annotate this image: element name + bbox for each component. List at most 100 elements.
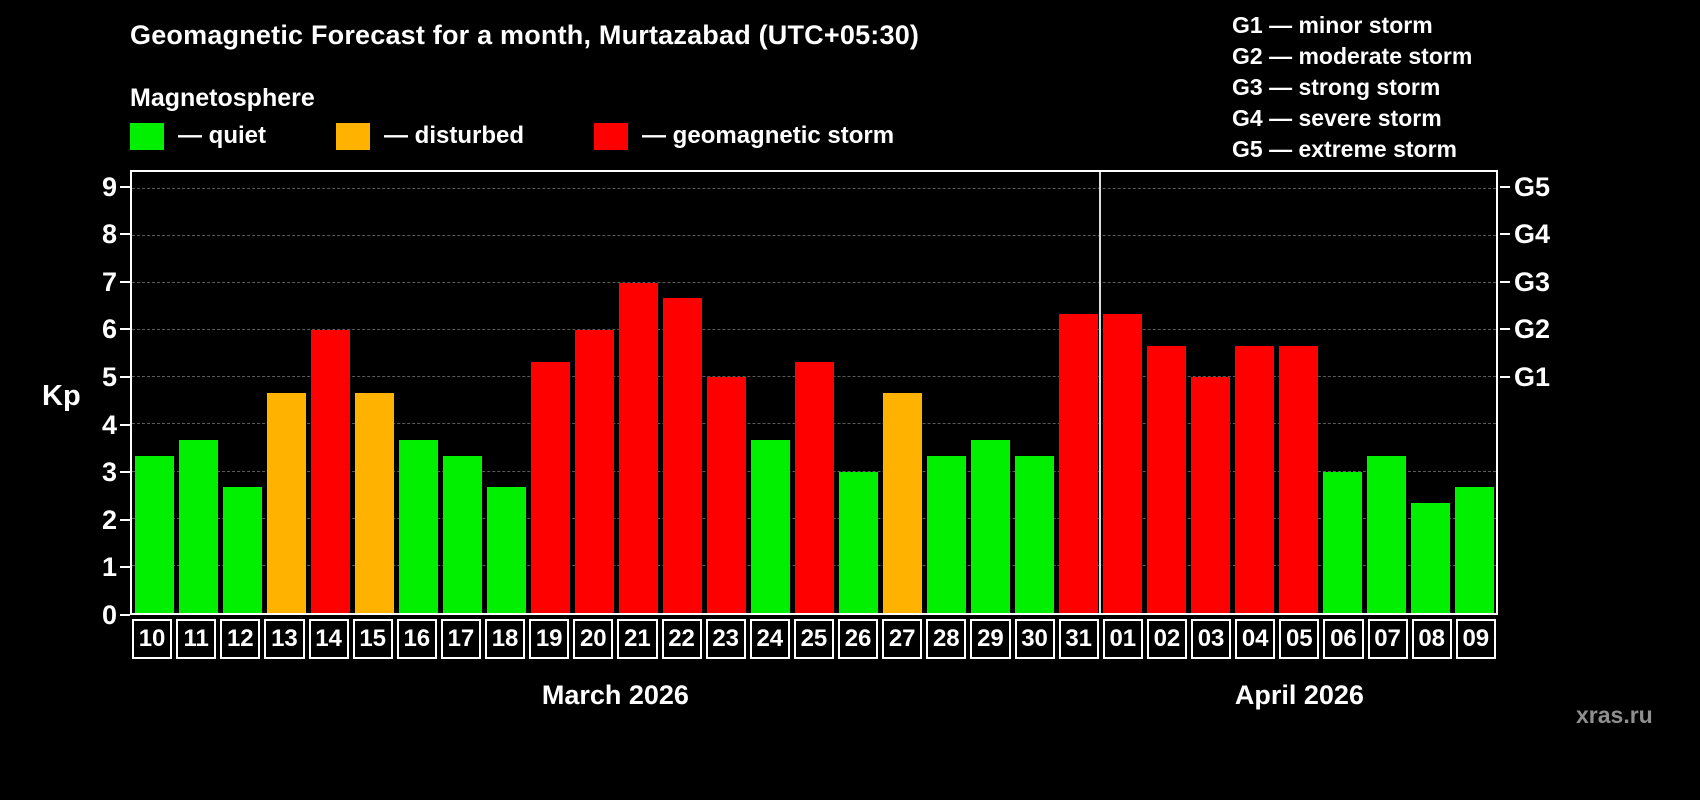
- kp-bar-day-24: [750, 439, 790, 613]
- day-cell-19: 19: [529, 619, 570, 659]
- day-cell-05: 05: [1279, 619, 1320, 659]
- bar-slot-23: [704, 172, 748, 613]
- kp-bar-day-27: [882, 392, 922, 613]
- right-axis-label-G1: G1: [1514, 362, 1551, 393]
- plot-area: [130, 170, 1498, 615]
- day-cell-09: 09: [1455, 619, 1496, 659]
- day-cell-27: 27: [882, 619, 923, 659]
- kp-status-legend: — quiet — disturbed — geomagnetic storm: [130, 122, 894, 150]
- bar-slot-28: [924, 172, 968, 613]
- bar-slot-20: [572, 172, 616, 613]
- kp-bar-day-19: [530, 361, 570, 613]
- y-axis-tick-label-1: 1: [101, 552, 117, 583]
- kp-bar-day-05: [1278, 345, 1318, 613]
- kp-bar-day-16: [398, 439, 438, 613]
- kp-bar-day-22: [662, 298, 702, 613]
- bar-slot-08: [1408, 172, 1452, 613]
- day-cell-21: 21: [617, 619, 658, 659]
- month-label-2: April 2026: [1234, 680, 1364, 710]
- bar-slot-02: [1144, 172, 1188, 613]
- legend-swatch-disturbed: [336, 122, 370, 150]
- gridline-kp-7: [132, 281, 1496, 283]
- legend-label-disturbed: — disturbed: [384, 122, 525, 149]
- y-axis-tick-label-7: 7: [101, 266, 117, 297]
- gridline-kp-6: [132, 329, 1496, 331]
- kp-bar-day-03: [1190, 377, 1230, 613]
- y-axis-tick-label-0: 0: [101, 600, 117, 630]
- kp-bar-day-23: [706, 377, 746, 613]
- bar-slot-17: [440, 172, 484, 613]
- kp-bar-day-14: [310, 330, 350, 613]
- kp-bar-day-01: [1102, 314, 1142, 613]
- g-scale-item-3: G3 — strong storm: [1232, 74, 1441, 100]
- kp-bar-day-02: [1146, 345, 1186, 613]
- kp-bar-day-18: [486, 487, 526, 613]
- legend-item-quiet: — quiet: [130, 122, 266, 150]
- right-axis-label-G5: G5: [1514, 171, 1551, 202]
- day-cell-24: 24: [749, 619, 790, 659]
- chart-title: Geomagnetic Forecast for a month, Murtaz…: [130, 20, 920, 50]
- day-cell-28: 28: [926, 619, 967, 659]
- bar-slot-09: [1452, 172, 1496, 613]
- kp-bar-day-08: [1410, 503, 1450, 613]
- y-axis-tickmark-2: [120, 518, 130, 521]
- bar-slot-10: [132, 172, 176, 613]
- day-cell-16: 16: [396, 619, 437, 659]
- kp-bar-day-31: [1058, 314, 1098, 613]
- bar-slot-16: [396, 172, 440, 613]
- y-axis-tick-label-4: 4: [101, 409, 117, 440]
- y-axis-tick-label-2: 2: [101, 504, 117, 535]
- right-axis-label-G4: G4: [1514, 219, 1551, 250]
- bar-slot-29: [968, 172, 1012, 613]
- kp-bar-day-26: [838, 471, 878, 613]
- day-cell-10: 10: [132, 619, 173, 659]
- right-axis-tickmark-G2: [1500, 328, 1510, 331]
- day-cell-30: 30: [1014, 619, 1055, 659]
- bar-slot-25: [792, 172, 836, 613]
- kp-bar-day-06: [1322, 471, 1362, 613]
- day-cell-12: 12: [220, 619, 261, 659]
- day-cell-31: 31: [1058, 619, 1099, 659]
- kp-bar-day-04: [1234, 345, 1274, 613]
- legend-swatch-quiet: [130, 122, 164, 150]
- x-axis-day-row: 10 11 12 13 14 15 16 17 18 19 20 21 22 23 24 25 26 27 28 29…: [130, 619, 1498, 659]
- legend-swatch-storm: [594, 122, 629, 150]
- day-cell-14: 14: [308, 619, 349, 659]
- day-cell-18: 18: [485, 619, 526, 659]
- bar-slot-27: [880, 172, 924, 613]
- day-cell-04: 04: [1235, 619, 1276, 659]
- y-axis-tickmark-9: [120, 185, 130, 188]
- day-cell-25: 25: [793, 619, 834, 659]
- kp-bar-day-30: [1014, 455, 1054, 613]
- bar-slot-06: [1320, 172, 1364, 613]
- bar-slot-31: [1056, 172, 1100, 613]
- day-cell-23: 23: [705, 619, 746, 659]
- bar-slot-30: [1012, 172, 1056, 613]
- y-axis-tickmark-5: [120, 376, 130, 379]
- kp-bar-day-29: [970, 439, 1010, 613]
- day-cell-03: 03: [1191, 619, 1232, 659]
- bar-slot-11: [176, 172, 220, 613]
- day-cell-15: 15: [352, 619, 393, 659]
- y-axis-tickmark-1: [120, 566, 130, 569]
- kp-bar-day-09: [1454, 487, 1494, 613]
- gridline-kp-9: [132, 187, 1496, 189]
- legend-label-storm: — geomagnetic storm: [642, 122, 895, 149]
- day-cell-26: 26: [838, 619, 879, 659]
- right-axis-label-G3: G3: [1514, 266, 1551, 297]
- bar-slot-14: [308, 172, 352, 613]
- bar-slot-13: [264, 172, 308, 613]
- y-axis-tickmark-4: [120, 423, 130, 426]
- y-axis-tickmark-7: [120, 280, 130, 283]
- day-cell-13: 13: [264, 619, 305, 659]
- right-axis-tickmark-G1: [1500, 376, 1510, 379]
- right-axis-tickmark-G4: [1500, 233, 1510, 236]
- kp-bar-day-13: [266, 392, 306, 613]
- legend-label-quiet: — quiet: [178, 122, 266, 149]
- bar-slot-24: [748, 172, 792, 613]
- kp-bar-day-11: [178, 439, 218, 613]
- g-scale-item-4: G4 — severe storm: [1232, 105, 1442, 131]
- bar-slot-15: [352, 172, 396, 613]
- day-cell-22: 22: [661, 619, 702, 659]
